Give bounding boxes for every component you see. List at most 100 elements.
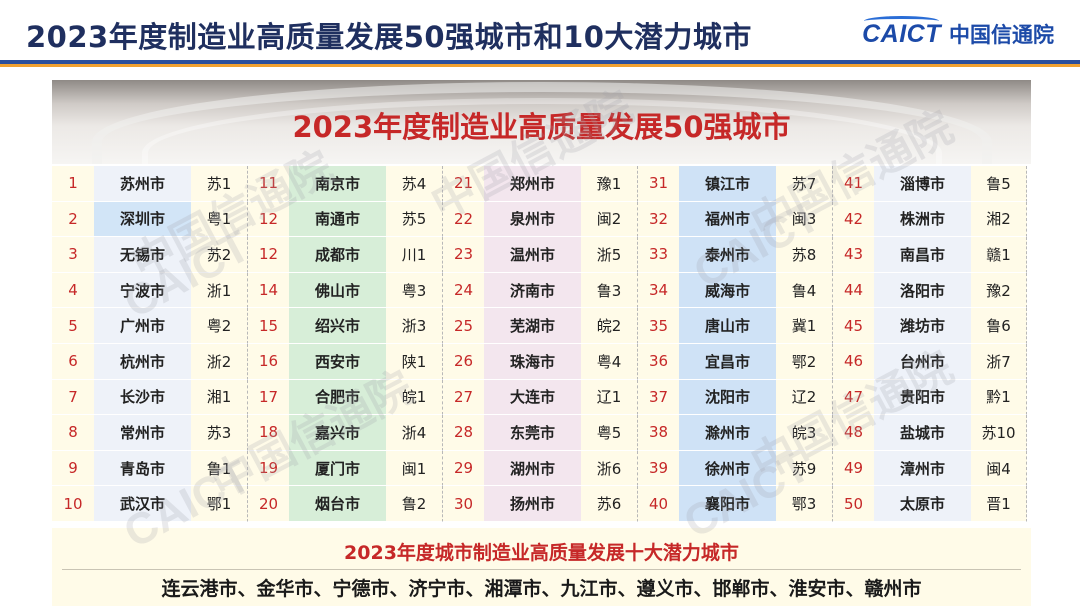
province-rank-cell: 浙5 (581, 237, 637, 273)
province-rank-cell: 闽2 (581, 201, 637, 238)
rank-cell: 6 (52, 343, 94, 380)
city-cell: 武汉市 (94, 486, 191, 522)
province-rank-cell: 豫1 (581, 166, 637, 202)
city-cell: 南京市 (289, 166, 386, 202)
city-cell: 无锡市 (94, 237, 191, 273)
rank-cell: 21 (442, 166, 484, 202)
province-rank-cell: 粤2 (191, 308, 247, 344)
city-cell: 淄博市 (874, 166, 971, 202)
province-rank-cell: 豫2 (971, 272, 1027, 309)
province-rank-cell: 苏10 (971, 415, 1027, 451)
city-cell: 长沙市 (94, 379, 191, 416)
rank-cell: 26 (442, 343, 484, 380)
city-cell: 扬州市 (484, 486, 581, 522)
rank-cell: 19 (247, 450, 289, 487)
rank-cell: 50 (832, 486, 874, 522)
logo-text-en: CAICT (862, 15, 941, 49)
province-rank-cell: 浙1 (191, 272, 247, 309)
logo-text-cn: 中国信通院 (949, 23, 1054, 47)
province-rank-cell: 粤3 (386, 272, 442, 309)
province-rank-cell: 鲁5 (971, 166, 1027, 202)
province-rank-cell: 浙4 (386, 415, 442, 451)
province-rank-cell: 浙2 (191, 343, 247, 380)
rank-cell: 23 (442, 237, 484, 273)
province-rank-cell: 辽2 (776, 379, 832, 416)
province-rank-cell: 苏1 (191, 166, 247, 202)
province-rank-cell: 粤4 (581, 343, 637, 380)
rank-cell: 36 (637, 343, 679, 380)
province-rank-cell: 粤1 (191, 201, 247, 238)
province-rank-cell: 湘1 (191, 379, 247, 416)
city-cell: 青岛市 (94, 450, 191, 487)
city-cell: 南通市 (289, 201, 386, 238)
rank-cell: 8 (52, 415, 94, 451)
header-divider-orange (0, 64, 1080, 67)
province-rank-cell: 苏2 (191, 237, 247, 273)
rank-cell: 4 (52, 272, 94, 309)
city-cell: 成都市 (289, 237, 386, 273)
city-cell: 洛阳市 (874, 272, 971, 309)
city-cell: 徐州市 (679, 450, 776, 487)
rank-cell: 14 (247, 272, 289, 309)
city-cell: 温州市 (484, 237, 581, 273)
table-title: 2023年度制造业高质量发展50强城市 (292, 110, 791, 144)
province-rank-cell: 晋1 (971, 486, 1027, 522)
city-cell: 漳州市 (874, 450, 971, 487)
rank-cell: 11 (247, 166, 289, 202)
rank-cell: 15 (247, 308, 289, 344)
rank-cell: 12 (247, 237, 289, 273)
city-cell: 湖州市 (484, 450, 581, 487)
city-cell: 宁波市 (94, 272, 191, 309)
city-cell: 大连市 (484, 379, 581, 416)
city-cell: 镇江市 (679, 166, 776, 202)
city-cell: 东莞市 (484, 415, 581, 451)
province-rank-cell: 苏8 (776, 237, 832, 273)
rank-cell: 29 (442, 450, 484, 487)
rank-cell: 3 (52, 237, 94, 273)
city-cell: 珠海市 (484, 343, 581, 380)
province-rank-cell: 闽4 (971, 450, 1027, 487)
page-title: 2023年度制造业高质量发展50强城市和10大潜力城市 (26, 20, 752, 54)
province-rank-cell: 苏6 (581, 486, 637, 522)
city-cell: 太原市 (874, 486, 971, 522)
province-rank-cell: 冀1 (776, 308, 832, 344)
city-cell: 深圳市 (94, 201, 191, 238)
rank-cell: 24 (442, 272, 484, 309)
province-rank-cell: 鲁6 (971, 308, 1027, 344)
rank-cell: 12 (247, 201, 289, 238)
province-rank-cell: 鲁1 (191, 450, 247, 487)
rank-cell: 48 (832, 415, 874, 451)
city-cell: 广州市 (94, 308, 191, 344)
province-rank-cell: 皖2 (581, 308, 637, 344)
province-rank-cell: 粤5 (581, 415, 637, 451)
province-rank-cell: 鄂3 (776, 486, 832, 522)
city-cell: 烟台市 (289, 486, 386, 522)
province-rank-cell: 皖1 (386, 379, 442, 416)
potential-cities-list: 连云港市、金华市、宁德市、济宁市、湘潭市、九江市、遵义市、邯郸市、淮安市、赣州市 (161, 578, 922, 600)
rank-cell: 37 (637, 379, 679, 416)
city-cell: 佛山市 (289, 272, 386, 309)
city-cell: 沈阳市 (679, 379, 776, 416)
city-cell: 潍坊市 (874, 308, 971, 344)
rank-cell: 2 (52, 201, 94, 238)
city-cell: 台州市 (874, 343, 971, 380)
city-cell: 常州市 (94, 415, 191, 451)
city-cell: 苏州市 (94, 166, 191, 202)
rank-cell: 30 (442, 486, 484, 522)
rank-cell: 22 (442, 201, 484, 238)
rank-cell: 10 (52, 486, 94, 522)
city-cell: 郑州市 (484, 166, 581, 202)
province-rank-cell: 陕1 (386, 343, 442, 380)
rank-cell: 9 (52, 450, 94, 487)
rank-cell: 16 (247, 343, 289, 380)
city-cell: 襄阳市 (679, 486, 776, 522)
rank-cell: 49 (832, 450, 874, 487)
province-rank-cell: 闽3 (776, 201, 832, 238)
rank-cell: 20 (247, 486, 289, 522)
province-rank-cell: 川1 (386, 237, 442, 273)
city-cell: 嘉兴市 (289, 415, 386, 451)
rank-cell: 5 (52, 308, 94, 344)
province-rank-cell: 苏9 (776, 450, 832, 487)
province-rank-cell: 湘2 (971, 201, 1027, 238)
rank-cell: 39 (637, 450, 679, 487)
